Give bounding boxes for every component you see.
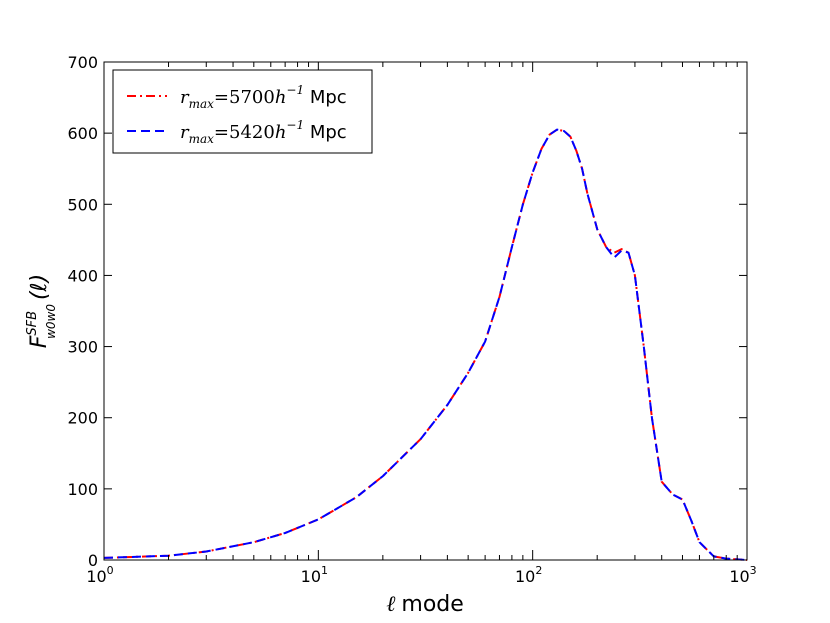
- y-tick-label: 200: [67, 409, 98, 428]
- series-layer: [103, 128, 748, 561]
- y-axis-sup: SFB: [25, 311, 40, 336]
- x-axis-text: mode: [401, 592, 463, 617]
- y-tick-label: 600: [67, 124, 98, 143]
- legend-value-series-1: 5700: [229, 87, 275, 108]
- y-tick-label: 500: [67, 195, 98, 214]
- legend-label-series-1: rmax=5700h−1 Mpc: [180, 83, 347, 111]
- x-tick-label: 100: [86, 564, 113, 586]
- y-tick-label: 400: [67, 266, 98, 285]
- y-tick-label: 0: [88, 551, 98, 570]
- y-axis-label: FSFB w0w0 (ℓ): [25, 274, 58, 348]
- x-tick-label: 101: [301, 564, 328, 586]
- y-axis-main: F: [27, 335, 52, 348]
- y-axis-arg: (ℓ): [27, 274, 52, 300]
- legend-label-series-2: rmax=5420h−1 Mpc: [180, 118, 347, 146]
- legend: rmax=5700h−1 Mpc rmax=5420h−1 Mpc: [112, 69, 373, 154]
- x-tick-label: 103: [729, 564, 756, 586]
- legend-value-series-2: 5420: [229, 122, 275, 143]
- x-axis-symbol: ℓ: [386, 592, 396, 617]
- y-tick-label: 100: [67, 480, 98, 499]
- legend-box: [112, 69, 373, 154]
- x-tick-label: 102: [515, 564, 542, 586]
- y-tick-label: 300: [67, 338, 98, 357]
- x-axis-label: ℓ mode: [386, 592, 464, 617]
- y-axis-sub: w0w0: [44, 304, 58, 339]
- plot-frame: [103, 61, 748, 561]
- series-line-2: [103, 128, 748, 561]
- y-tick-label: 700: [67, 53, 98, 72]
